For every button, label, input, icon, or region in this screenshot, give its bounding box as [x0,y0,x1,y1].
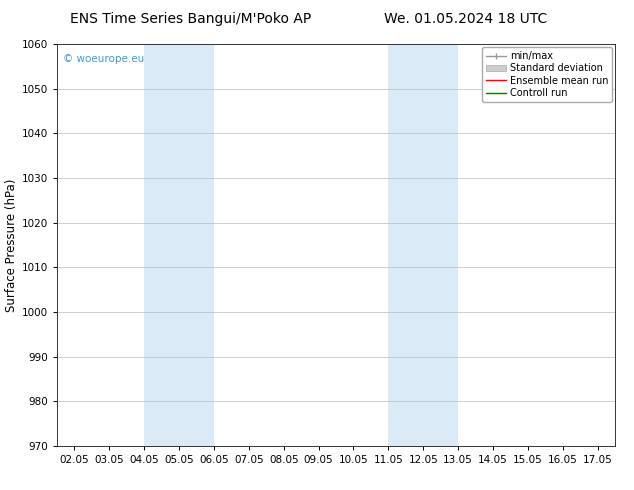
Bar [388,44,458,446]
Text: We. 01.05.2024 18 UTC: We. 01.05.2024 18 UTC [384,12,548,26]
Text: ENS Time Series Bangui/M'Poko AP: ENS Time Series Bangui/M'Poko AP [70,12,311,26]
Bar [145,44,214,446]
Legend: min/max, Standard deviation, Ensemble mean run, Controll run: min/max, Standard deviation, Ensemble me… [482,47,612,102]
Y-axis label: Surface Pressure (hPa): Surface Pressure (hPa) [4,178,18,312]
Text: © woeurope.eu: © woeurope.eu [63,54,144,64]
